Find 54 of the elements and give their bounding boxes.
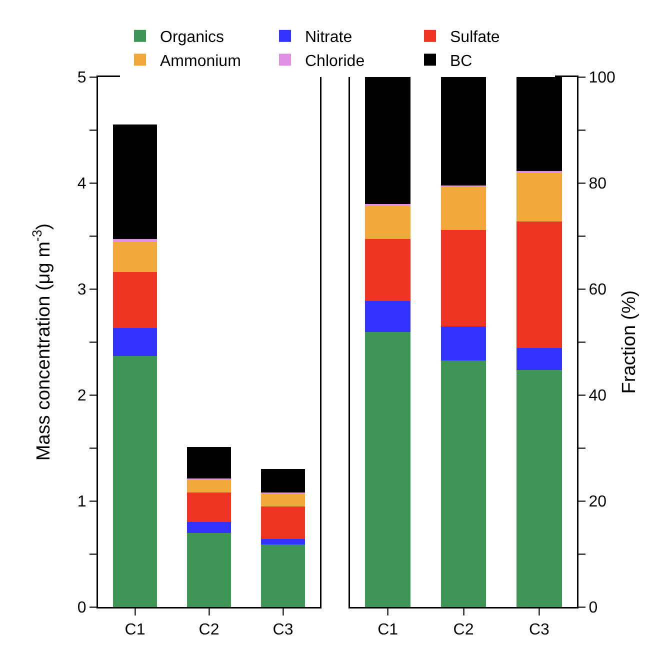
bar	[112, 241, 158, 272]
y-tick-label: 3	[77, 282, 86, 299]
bar	[440, 230, 486, 327]
bar	[112, 272, 158, 328]
bar	[516, 370, 562, 607]
bar	[112, 328, 158, 356]
bar	[516, 222, 562, 348]
x-tick-label: C1	[378, 622, 398, 639]
y2-tick-label: 0	[588, 600, 598, 617]
legend-label: Nitrate	[305, 29, 352, 46]
y-tick-label: 1	[77, 494, 86, 511]
bar	[112, 124, 158, 240]
bar	[186, 522, 232, 533]
bar	[260, 506, 306, 540]
bar	[260, 469, 306, 493]
bar	[365, 332, 411, 607]
bar	[440, 187, 486, 230]
y2-tick-label: 100	[588, 70, 616, 87]
bar	[516, 172, 562, 222]
x-tick-label: C3	[272, 622, 294, 639]
bar	[440, 77, 486, 186]
y2-axis-title: Fraction (%)	[619, 290, 640, 394]
y-tick-label: 5	[77, 70, 86, 87]
legend-label: Ammonium	[160, 52, 241, 70]
legend-label: BC	[450, 52, 472, 70]
legend-label: Sulfate	[450, 29, 500, 46]
y-tick-label: 2	[77, 388, 86, 405]
y-tick-label: 0	[77, 600, 86, 617]
y2-tick-label: 80	[588, 176, 607, 193]
bar	[260, 544, 306, 607]
x-tick-label: C1	[124, 622, 146, 639]
bar	[365, 77, 411, 204]
legend-label: Organics	[160, 29, 224, 46]
legend-label: Chloride	[305, 52, 365, 70]
bar	[186, 480, 232, 493]
bar	[260, 539, 306, 544]
bar	[516, 348, 562, 370]
bar	[186, 492, 232, 522]
y2-tick-label: 60	[588, 282, 607, 299]
bar	[112, 356, 158, 607]
bar	[186, 532, 232, 607]
x-tick-label: C3	[528, 622, 550, 639]
bar	[365, 301, 411, 332]
y2-tick-label: 20	[588, 494, 607, 511]
x-tick-label: C2	[198, 622, 220, 639]
bar	[260, 494, 306, 506]
bar	[440, 360, 486, 607]
x-tick-label: C2	[453, 622, 474, 639]
bar	[365, 239, 411, 302]
y-tick-label: 4	[77, 176, 86, 193]
bar	[440, 326, 486, 361]
bar	[365, 206, 411, 240]
bar	[186, 446, 232, 479]
y2-tick-label: 40	[588, 388, 607, 405]
